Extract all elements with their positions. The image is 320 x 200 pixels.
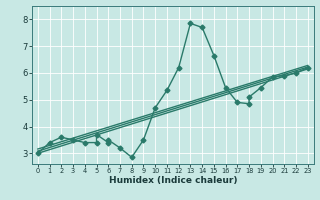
X-axis label: Humidex (Indice chaleur): Humidex (Indice chaleur) — [108, 176, 237, 185]
